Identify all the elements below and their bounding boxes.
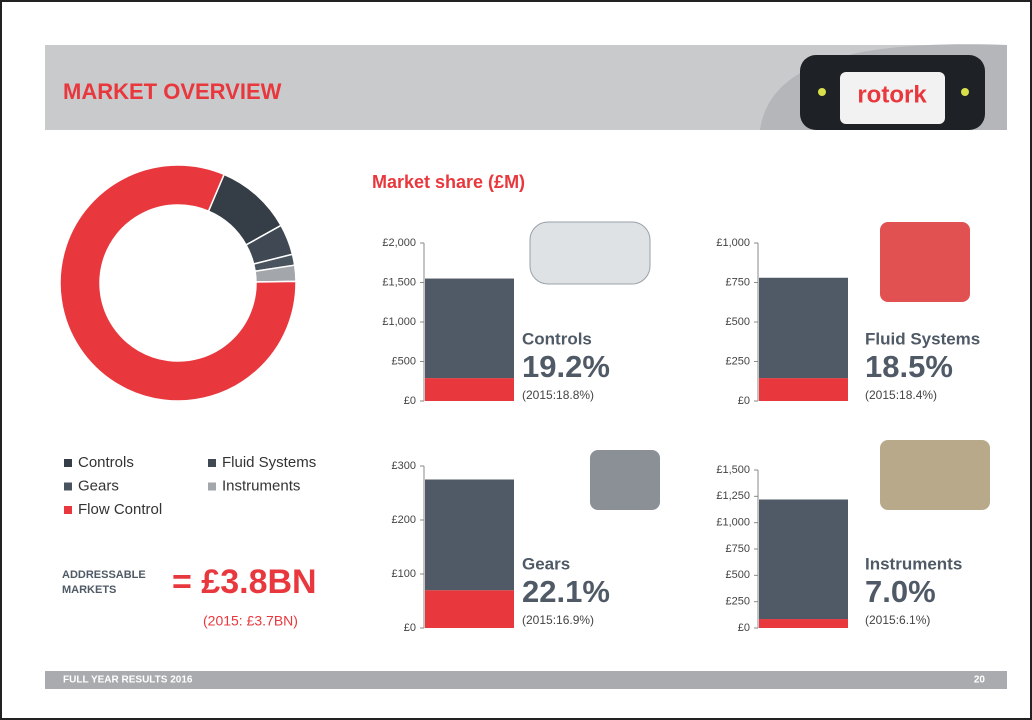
legend-label: Gears	[78, 477, 119, 494]
bar-chart-share: 19.2%	[522, 349, 610, 384]
bar-chart-title: Gears	[522, 554, 570, 573]
bar-chart-title: Instruments	[865, 554, 962, 573]
page-number: 20	[974, 675, 986, 686]
bar-segment	[759, 499, 848, 620]
y-tick-label: £1,500	[382, 276, 416, 288]
bar-segment	[425, 278, 514, 379]
bar-segment	[425, 590, 514, 628]
logo-plate	[840, 72, 945, 124]
summary-previous: (2015: £3.7BN)	[203, 613, 298, 629]
logo-text: rotork	[857, 81, 927, 108]
legend-swatch	[64, 506, 72, 514]
logo-light	[961, 88, 969, 96]
bar-chart-share: 22.1%	[522, 574, 610, 609]
y-tick-label: £1,000	[382, 316, 416, 328]
bar-chart-note: (2015:18.4%)	[865, 388, 937, 402]
legend-label: Flow Control	[78, 501, 162, 518]
donut-segment	[59, 164, 297, 402]
y-tick-label: £250	[726, 596, 750, 608]
y-tick-label: £0	[738, 395, 750, 407]
y-tick-label: £750	[726, 543, 750, 555]
product-image	[529, 221, 651, 285]
y-tick-label: £1,000	[716, 517, 750, 529]
bar-chart-title: Controls	[522, 329, 592, 348]
y-tick-label: £0	[738, 622, 750, 634]
y-tick-label: £750	[726, 276, 750, 288]
bar-segment	[759, 378, 848, 401]
summary-label: MARKETS	[62, 584, 116, 596]
page-title: MARKET OVERVIEW	[63, 79, 282, 104]
product-image	[590, 450, 660, 510]
y-tick-label: £500	[392, 355, 416, 367]
bar-chart-note: (2015:16.9%)	[522, 613, 594, 627]
section-title: Market share (£M)	[372, 172, 525, 192]
legend-swatch	[64, 482, 72, 491]
legend-label: Instruments	[222, 477, 300, 494]
bar-chart-note: (2015:18.8%)	[522, 388, 594, 402]
y-tick-label: £0	[404, 622, 416, 634]
logo-light	[818, 88, 826, 96]
bar-segment	[759, 619, 848, 628]
y-tick-label: £300	[392, 460, 416, 472]
y-tick-label: £200	[392, 514, 416, 526]
bar-segment	[425, 378, 514, 401]
legend-swatch	[208, 459, 216, 467]
bar-segment	[759, 277, 848, 379]
y-tick-label: £100	[392, 568, 416, 580]
legend-swatch	[208, 482, 216, 491]
bar-chart-note: (2015:6.1%)	[865, 613, 930, 627]
product-image	[880, 440, 990, 510]
bar-chart-share: 7.0%	[865, 574, 936, 609]
y-tick-label: £500	[726, 316, 750, 328]
legend-label: Controls	[78, 454, 134, 471]
footer-bar	[45, 671, 1007, 689]
y-tick-label: £250	[726, 355, 750, 367]
bar-chart-share: 18.5%	[865, 349, 953, 384]
product-image	[880, 222, 970, 302]
product-images	[529, 221, 990, 510]
y-tick-label: £2,000	[382, 237, 416, 249]
summary-label: ADDRESSABLE	[62, 569, 146, 581]
y-tick-label: £1,250	[716, 490, 750, 502]
footer-text: FULL YEAR RESULTS 2016	[63, 675, 193, 686]
y-tick-label: £1,500	[716, 464, 750, 476]
y-tick-label: £1,000	[716, 237, 750, 249]
y-tick-label: £0	[404, 395, 416, 407]
legend-swatch	[64, 459, 72, 467]
y-tick-label: £500	[726, 569, 750, 581]
bar-segment	[425, 479, 514, 591]
summary-total: = £3.8BN	[172, 563, 317, 601]
legend-label: Fluid Systems	[222, 454, 316, 471]
bar-chart-title: Fluid Systems	[865, 329, 980, 348]
